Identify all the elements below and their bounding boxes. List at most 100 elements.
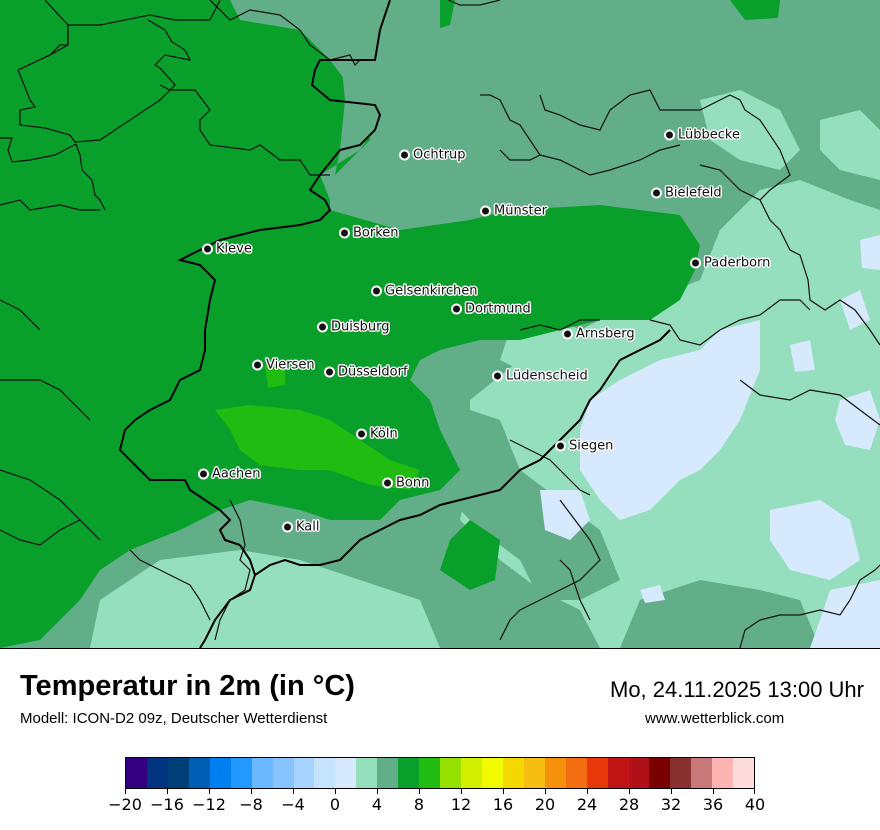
legend-tick-label: 24 bbox=[576, 795, 598, 814]
legend-bin bbox=[146, 758, 168, 788]
legend-tick-label: −8 bbox=[239, 795, 263, 814]
legend-tick bbox=[209, 789, 210, 794]
city-dot-icon bbox=[373, 287, 380, 295]
city-marker: Aachen bbox=[200, 467, 260, 482]
city-label: Lübbecke bbox=[678, 127, 740, 143]
map-canvas bbox=[0, 0, 880, 648]
city-label: Kall bbox=[296, 519, 320, 535]
legend-tick bbox=[167, 789, 168, 794]
legend-bin bbox=[628, 758, 650, 788]
legend-tick-label: 0 bbox=[329, 795, 341, 814]
city-marker: Arnsberg bbox=[564, 327, 635, 342]
legend-tick-label: 36 bbox=[702, 795, 724, 814]
legend-bin bbox=[733, 758, 755, 788]
city-dot-icon bbox=[692, 259, 699, 267]
city-marker: Duisburg bbox=[319, 320, 390, 335]
legend-bin bbox=[481, 758, 503, 788]
legend-tick-label: −16 bbox=[150, 795, 184, 814]
city-dot-icon bbox=[401, 151, 408, 159]
city-dot-icon bbox=[453, 305, 460, 313]
legend-bin bbox=[356, 758, 378, 788]
legend-tick bbox=[587, 789, 588, 794]
city-dot-icon bbox=[564, 330, 571, 338]
legend-tick bbox=[419, 789, 420, 794]
temperature-map: Lübbecke Ochtrup Bielefeld Münster Borke… bbox=[0, 0, 880, 649]
legend-tick bbox=[754, 789, 755, 794]
city-marker: Kall bbox=[284, 520, 320, 535]
legend-tick bbox=[251, 789, 252, 794]
legend-tick bbox=[545, 789, 546, 794]
legend-tick bbox=[461, 789, 462, 794]
city-dot-icon bbox=[319, 323, 326, 331]
city-dot-icon bbox=[341, 229, 348, 237]
legend-bin bbox=[586, 758, 608, 788]
legend-tick-label: −4 bbox=[281, 795, 305, 814]
city-dot-icon bbox=[653, 189, 660, 197]
website-link[interactable]: www.wetterblick.com bbox=[645, 710, 785, 727]
city-marker: Gelsenkirchen bbox=[373, 284, 478, 299]
legend-bin bbox=[649, 758, 671, 788]
city-marker: Bonn bbox=[384, 476, 429, 491]
legend-bin bbox=[293, 758, 315, 788]
city-marker: Viersen bbox=[254, 358, 315, 373]
legend-bin bbox=[314, 758, 336, 788]
city-label: Köln bbox=[370, 426, 398, 442]
city-label: Dortmund bbox=[465, 301, 531, 317]
city-marker: Paderborn bbox=[692, 256, 770, 271]
legend-tick bbox=[125, 789, 126, 794]
city-marker: Lübbecke bbox=[666, 128, 740, 143]
legend-ticks: −20 −16 −12 −8 −4 0 4 8 12 16 20 24 28 32 36 40 bbox=[108, 789, 765, 819]
legend-bin bbox=[126, 758, 147, 788]
city-dot-icon bbox=[200, 470, 207, 478]
city-label: Siegen bbox=[569, 438, 614, 454]
legend-tick-label: 32 bbox=[660, 795, 682, 814]
city-label: Aachen bbox=[212, 466, 261, 482]
legend-tick-label: 16 bbox=[492, 795, 514, 814]
city-dot-icon bbox=[482, 207, 489, 215]
legend-bin bbox=[251, 758, 273, 788]
city-marker: Lüdenscheid bbox=[494, 369, 588, 384]
city-dot-icon bbox=[384, 479, 391, 487]
forecast-datetime: Mo, 24.11.2025 13:00 Uhr bbox=[610, 677, 864, 702]
city-dot-icon bbox=[358, 430, 365, 438]
city-marker: Dortmund bbox=[453, 302, 531, 317]
legend-bin bbox=[209, 758, 231, 788]
legend-tick bbox=[503, 789, 504, 794]
legend-bin bbox=[565, 758, 587, 788]
legend-tick-label: 20 bbox=[534, 795, 556, 814]
city-label: Bielefeld bbox=[665, 185, 722, 201]
city-label: Borken bbox=[353, 225, 399, 241]
color-legend bbox=[125, 757, 755, 789]
legend-tick-label: −20 bbox=[108, 795, 142, 814]
legend-bin bbox=[502, 758, 524, 788]
city-dot-icon bbox=[204, 245, 211, 253]
city-marker: Borken bbox=[341, 226, 399, 241]
city-label: Ochtrup bbox=[413, 147, 466, 163]
city-dot-icon bbox=[557, 442, 564, 450]
legend-bin bbox=[670, 758, 692, 788]
city-marker: Siegen bbox=[557, 439, 613, 454]
map-title: Temperatur in 2m (in °C) bbox=[20, 670, 355, 702]
legend-bin bbox=[335, 758, 357, 788]
city-label: Düsseldorf bbox=[338, 364, 408, 380]
legend-bin bbox=[272, 758, 294, 788]
legend-tick-label: 28 bbox=[618, 795, 640, 814]
model-source: Modell: ICON-D2 09z, Deutscher Wetterdie… bbox=[20, 710, 328, 727]
legend-bin bbox=[712, 758, 734, 788]
legend-tick-label: 8 bbox=[413, 795, 425, 814]
city-label: Gelsenkirchen bbox=[385, 283, 478, 299]
legend-bin bbox=[188, 758, 210, 788]
legend-bin bbox=[607, 758, 629, 788]
city-dot-icon bbox=[666, 131, 673, 139]
city-label: Münster bbox=[494, 203, 547, 219]
city-marker: Köln bbox=[358, 427, 398, 442]
legend-tick bbox=[335, 789, 336, 794]
legend-tick-label: 40 bbox=[744, 795, 766, 814]
city-label: Duisburg bbox=[331, 319, 390, 335]
city-dot-icon bbox=[254, 361, 261, 369]
city-marker: Düsseldorf bbox=[326, 365, 408, 380]
city-marker: Kleve bbox=[204, 242, 252, 257]
city-label: Kleve bbox=[216, 241, 252, 257]
legend-tick bbox=[671, 789, 672, 794]
city-dot-icon bbox=[494, 372, 501, 380]
